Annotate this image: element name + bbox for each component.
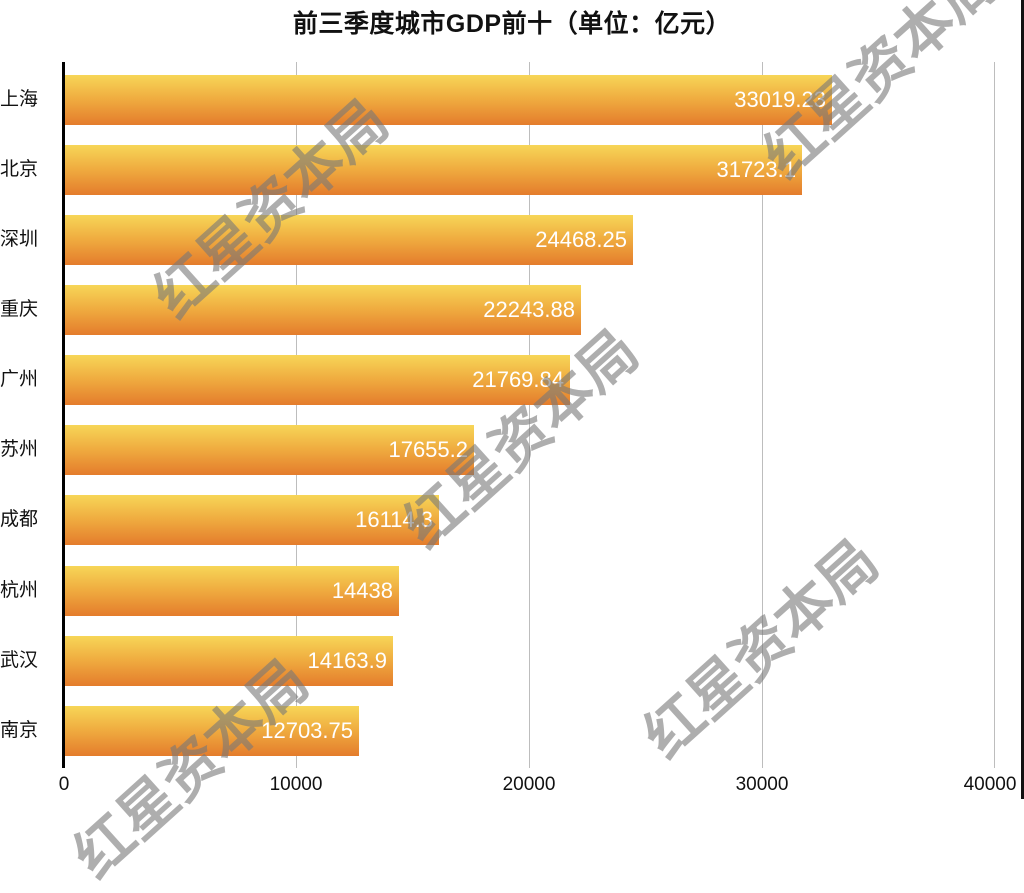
gridline-10000 <box>296 62 297 768</box>
bar-value-label: 16114.3 <box>355 507 433 532</box>
bar-chengdu: 16114.3 <box>65 495 439 545</box>
x-tick-label: 40000 <box>963 774 1017 795</box>
x-tick-label: 20000 <box>502 774 556 795</box>
bar-beijing: 31723.1 <box>65 145 802 195</box>
x-tick-label: 0 <box>58 774 70 795</box>
category-label: 深圳 <box>0 229 39 250</box>
category-label: 南京 <box>0 720 39 741</box>
category-label: 武汉 <box>0 650 39 671</box>
y-axis-line <box>62 62 65 768</box>
x-tick-label: 30000 <box>735 774 789 795</box>
category-label: 杭州 <box>0 580 39 601</box>
bar-value-label: 33019.23 <box>734 87 826 112</box>
watermark-text: 红星资本局 <box>630 526 892 771</box>
chart-title: 前三季度城市GDP前十（单位：亿元） <box>292 10 732 38</box>
bar-value-label: 31723.1 <box>716 157 796 182</box>
bar-shanghai: 33019.23 <box>65 75 832 125</box>
bar-nanjing: 12703.75 <box>65 706 359 756</box>
bar-value-label: 14163.9 <box>307 648 387 673</box>
category-label: 广州 <box>0 369 39 390</box>
bar-wuhan: 14163.9 <box>65 636 393 686</box>
category-label: 苏州 <box>0 439 39 460</box>
gridline-40000 <box>994 62 995 768</box>
bar-hangzhou: 14438 <box>65 566 399 616</box>
bar-value-label: 22243.88 <box>483 297 575 322</box>
bar-guangzhou: 21769.84 <box>65 355 570 405</box>
gridline-30000 <box>762 62 763 768</box>
bar-value-label: 24468.25 <box>535 227 627 252</box>
category-label: 成都 <box>0 509 39 530</box>
gridline-20000 <box>529 62 530 768</box>
bar-suzhou: 17655.2 <box>65 425 474 475</box>
right-border <box>1021 0 1024 799</box>
x-tick-label: 10000 <box>269 774 323 795</box>
bar-value-label: 12703.75 <box>261 718 353 743</box>
bar-chongqing: 22243.88 <box>65 285 581 335</box>
category-label: 北京 <box>0 159 39 180</box>
bar-shenzhen: 24468.25 <box>65 215 633 265</box>
bar-value-label: 21769.84 <box>472 367 564 392</box>
bar-value-label: 14438 <box>331 578 393 603</box>
bar-value-label: 17655.2 <box>388 437 468 462</box>
category-label: 重庆 <box>0 299 39 320</box>
category-label: 上海 <box>0 89 39 110</box>
